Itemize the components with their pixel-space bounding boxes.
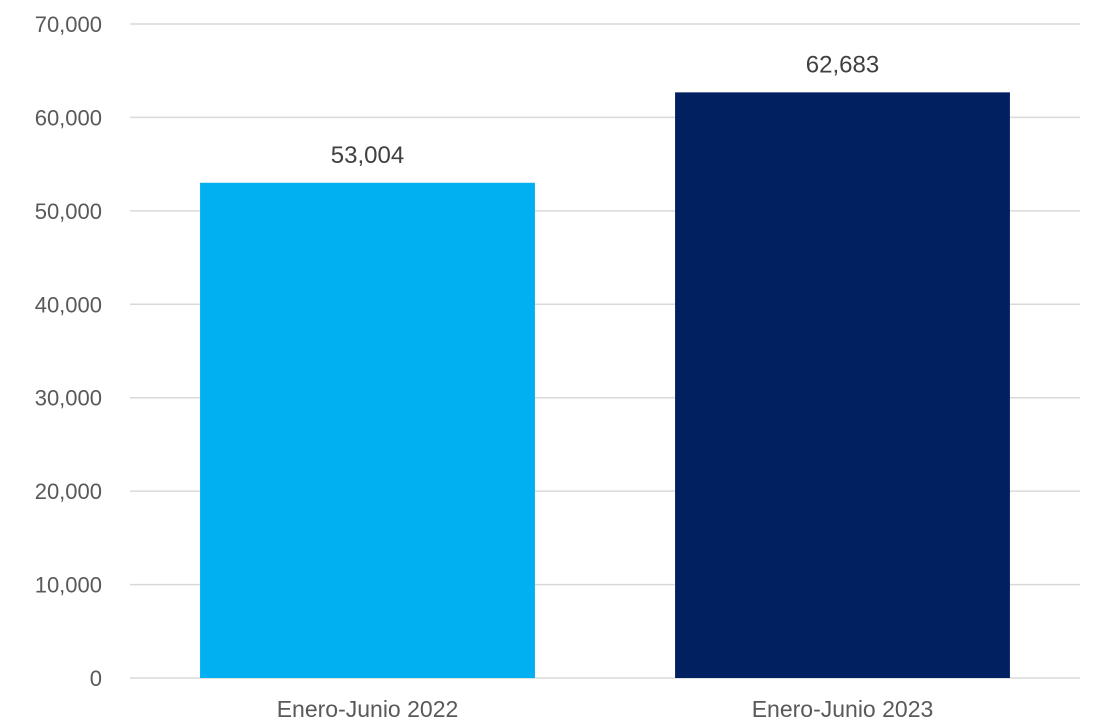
y-tick-label-0: 0 xyxy=(90,666,102,691)
y-tick-label-2: 20,000 xyxy=(35,479,102,504)
x-axis-category-labels: Enero-Junio 2022 Enero-Junio 2023 xyxy=(277,696,934,722)
data-label-0: 53,004 xyxy=(331,142,404,169)
y-tick-label-4: 40,000 xyxy=(35,292,102,317)
data-labels: 53,004 62,683 xyxy=(331,51,879,168)
bar-1 xyxy=(675,92,1010,678)
y-tick-label-1: 10,000 xyxy=(35,573,102,598)
y-tick-label-5: 50,000 xyxy=(35,199,102,224)
bar-0 xyxy=(200,182,535,678)
data-label-1: 62,683 xyxy=(806,51,879,78)
y-axis-tick-labels: 0 10,000 20,000 30,000 40,000 50,000 60,000 70,… xyxy=(35,12,102,691)
y-tick-label-6: 60,000 xyxy=(35,105,102,130)
y-tick-label-7: 70,000 xyxy=(35,12,102,37)
bars xyxy=(200,92,1010,678)
category-label-0: Enero-Junio 2022 xyxy=(277,696,459,722)
category-label-1: Enero-Junio 2023 xyxy=(752,696,934,722)
y-tick-label-3: 30,000 xyxy=(35,386,102,411)
